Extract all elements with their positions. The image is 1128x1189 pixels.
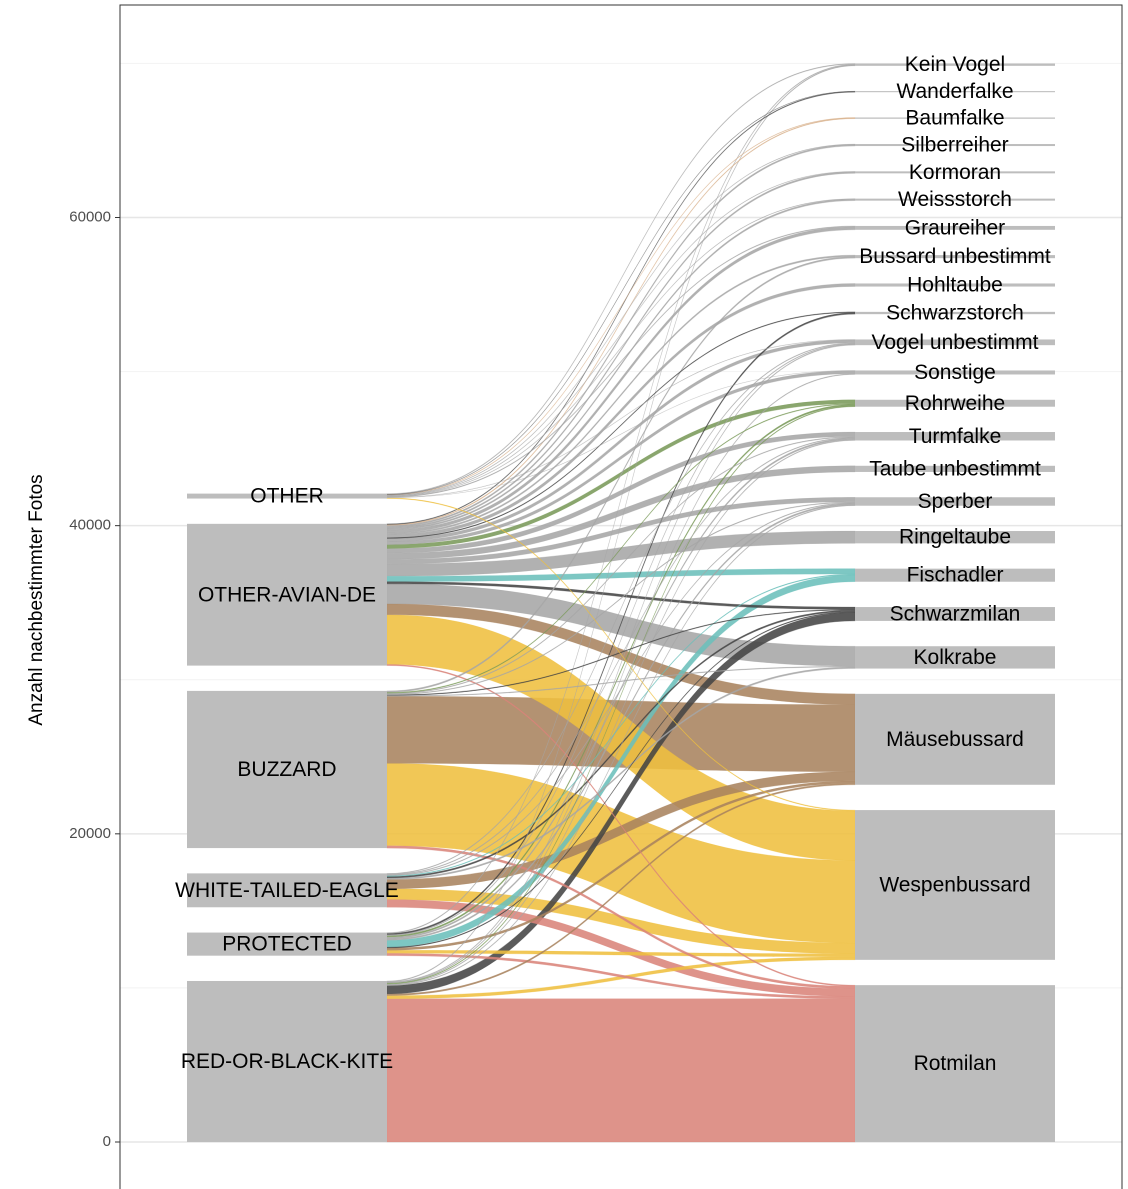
y-tick-label: 40000 <box>69 517 111 534</box>
right-node <box>855 497 1055 506</box>
flow <box>386 256 856 693</box>
right-node-label: Vogel unbestimmt <box>872 331 1039 354</box>
right-node <box>855 465 1055 472</box>
right-node-label: Rotmilan <box>914 1052 997 1075</box>
flow <box>386 198 856 531</box>
right-node-label: Schwarzstorch <box>886 302 1024 325</box>
left-node <box>187 523 387 666</box>
y-tick-label: 0 <box>103 1133 111 1150</box>
right-node <box>855 63 1055 66</box>
flow <box>386 283 856 539</box>
flow <box>386 998 856 1143</box>
left-node <box>187 873 387 908</box>
right-node <box>855 144 1055 147</box>
flow <box>386 956 856 1000</box>
left-node-label: OTHER <box>250 485 324 508</box>
right-node <box>855 531 1055 544</box>
left-node-label: OTHER-AVIAN-DE <box>198 583 376 606</box>
right-node <box>855 568 1055 582</box>
flow <box>386 171 856 497</box>
flow <box>386 171 856 529</box>
flow <box>386 64 856 983</box>
right-node <box>855 91 1055 93</box>
right-node <box>855 399 1055 407</box>
right-node <box>855 225 1055 230</box>
right-node <box>855 198 1055 201</box>
right-node-label: Kein Vogel <box>905 53 1005 76</box>
left-node-label: PROTECTED <box>222 933 352 956</box>
right-node <box>855 810 1055 960</box>
flows <box>386 63 856 1143</box>
flow <box>386 63 856 495</box>
right-node-label: Wanderfalke <box>896 80 1013 103</box>
right-node-label: Bussard unbestimmt <box>859 245 1051 268</box>
left-node <box>187 493 387 499</box>
right-node-label: Schwarzmilan <box>890 603 1021 626</box>
right-node-label: Silberreiher <box>901 134 1008 157</box>
panel-border <box>119 4 1123 1189</box>
right-node-label: Turmfalke <box>909 425 1002 448</box>
right-node <box>855 985 1055 1143</box>
right-node <box>855 607 1055 621</box>
flow <box>386 312 856 936</box>
right-node-label: Fischadler <box>907 564 1004 587</box>
flow <box>386 439 856 986</box>
right-node-label: Weissstorch <box>898 188 1012 211</box>
right-node <box>855 646 1055 669</box>
right-node-label: Hohltaube <box>907 274 1003 297</box>
right-node-label: Kormoran <box>909 161 1001 184</box>
right-node-label: Sperber <box>918 490 993 513</box>
left-node-label: BUZZARD <box>237 758 336 781</box>
right-node-label: Kolkrabe <box>914 646 997 669</box>
right-node <box>855 370 1055 375</box>
y-tick-label: 20000 <box>69 825 111 842</box>
left-node <box>187 932 387 956</box>
flow <box>386 666 856 880</box>
left-node-label: WHITE-TAILED-EAGLE <box>175 879 399 902</box>
right-node-label: Ringeltaube <box>899 526 1011 549</box>
left-node-label: RED-OR-BLACK-KITE <box>181 1050 393 1073</box>
right-node-label: Graureiher <box>905 216 1005 239</box>
right-node <box>855 432 1055 441</box>
right-node <box>855 693 1055 785</box>
flow <box>386 311 856 539</box>
flow <box>386 782 856 996</box>
right-node-label: Rohrweihe <box>905 392 1005 415</box>
right-node-label: Baumfalke <box>905 107 1004 130</box>
y-axis-label: Anzahl nachbestimmter Fotos <box>26 474 47 725</box>
right-node <box>855 171 1055 174</box>
right-node <box>855 339 1055 346</box>
right-node <box>855 283 1055 287</box>
left-node <box>187 690 387 849</box>
left-node <box>187 980 387 1143</box>
right-node <box>855 117 1055 119</box>
right-node <box>855 255 1055 259</box>
y-tick-label: 60000 <box>69 208 111 225</box>
right-node-label: Sonstige <box>914 361 996 384</box>
right-node <box>855 311 1055 315</box>
right-node-label: Taube unbestimmt <box>869 457 1041 480</box>
right-node-label: Mäusebussard <box>886 728 1024 751</box>
flow <box>386 117 856 526</box>
right-node-label: Wespenbussard <box>879 874 1030 897</box>
